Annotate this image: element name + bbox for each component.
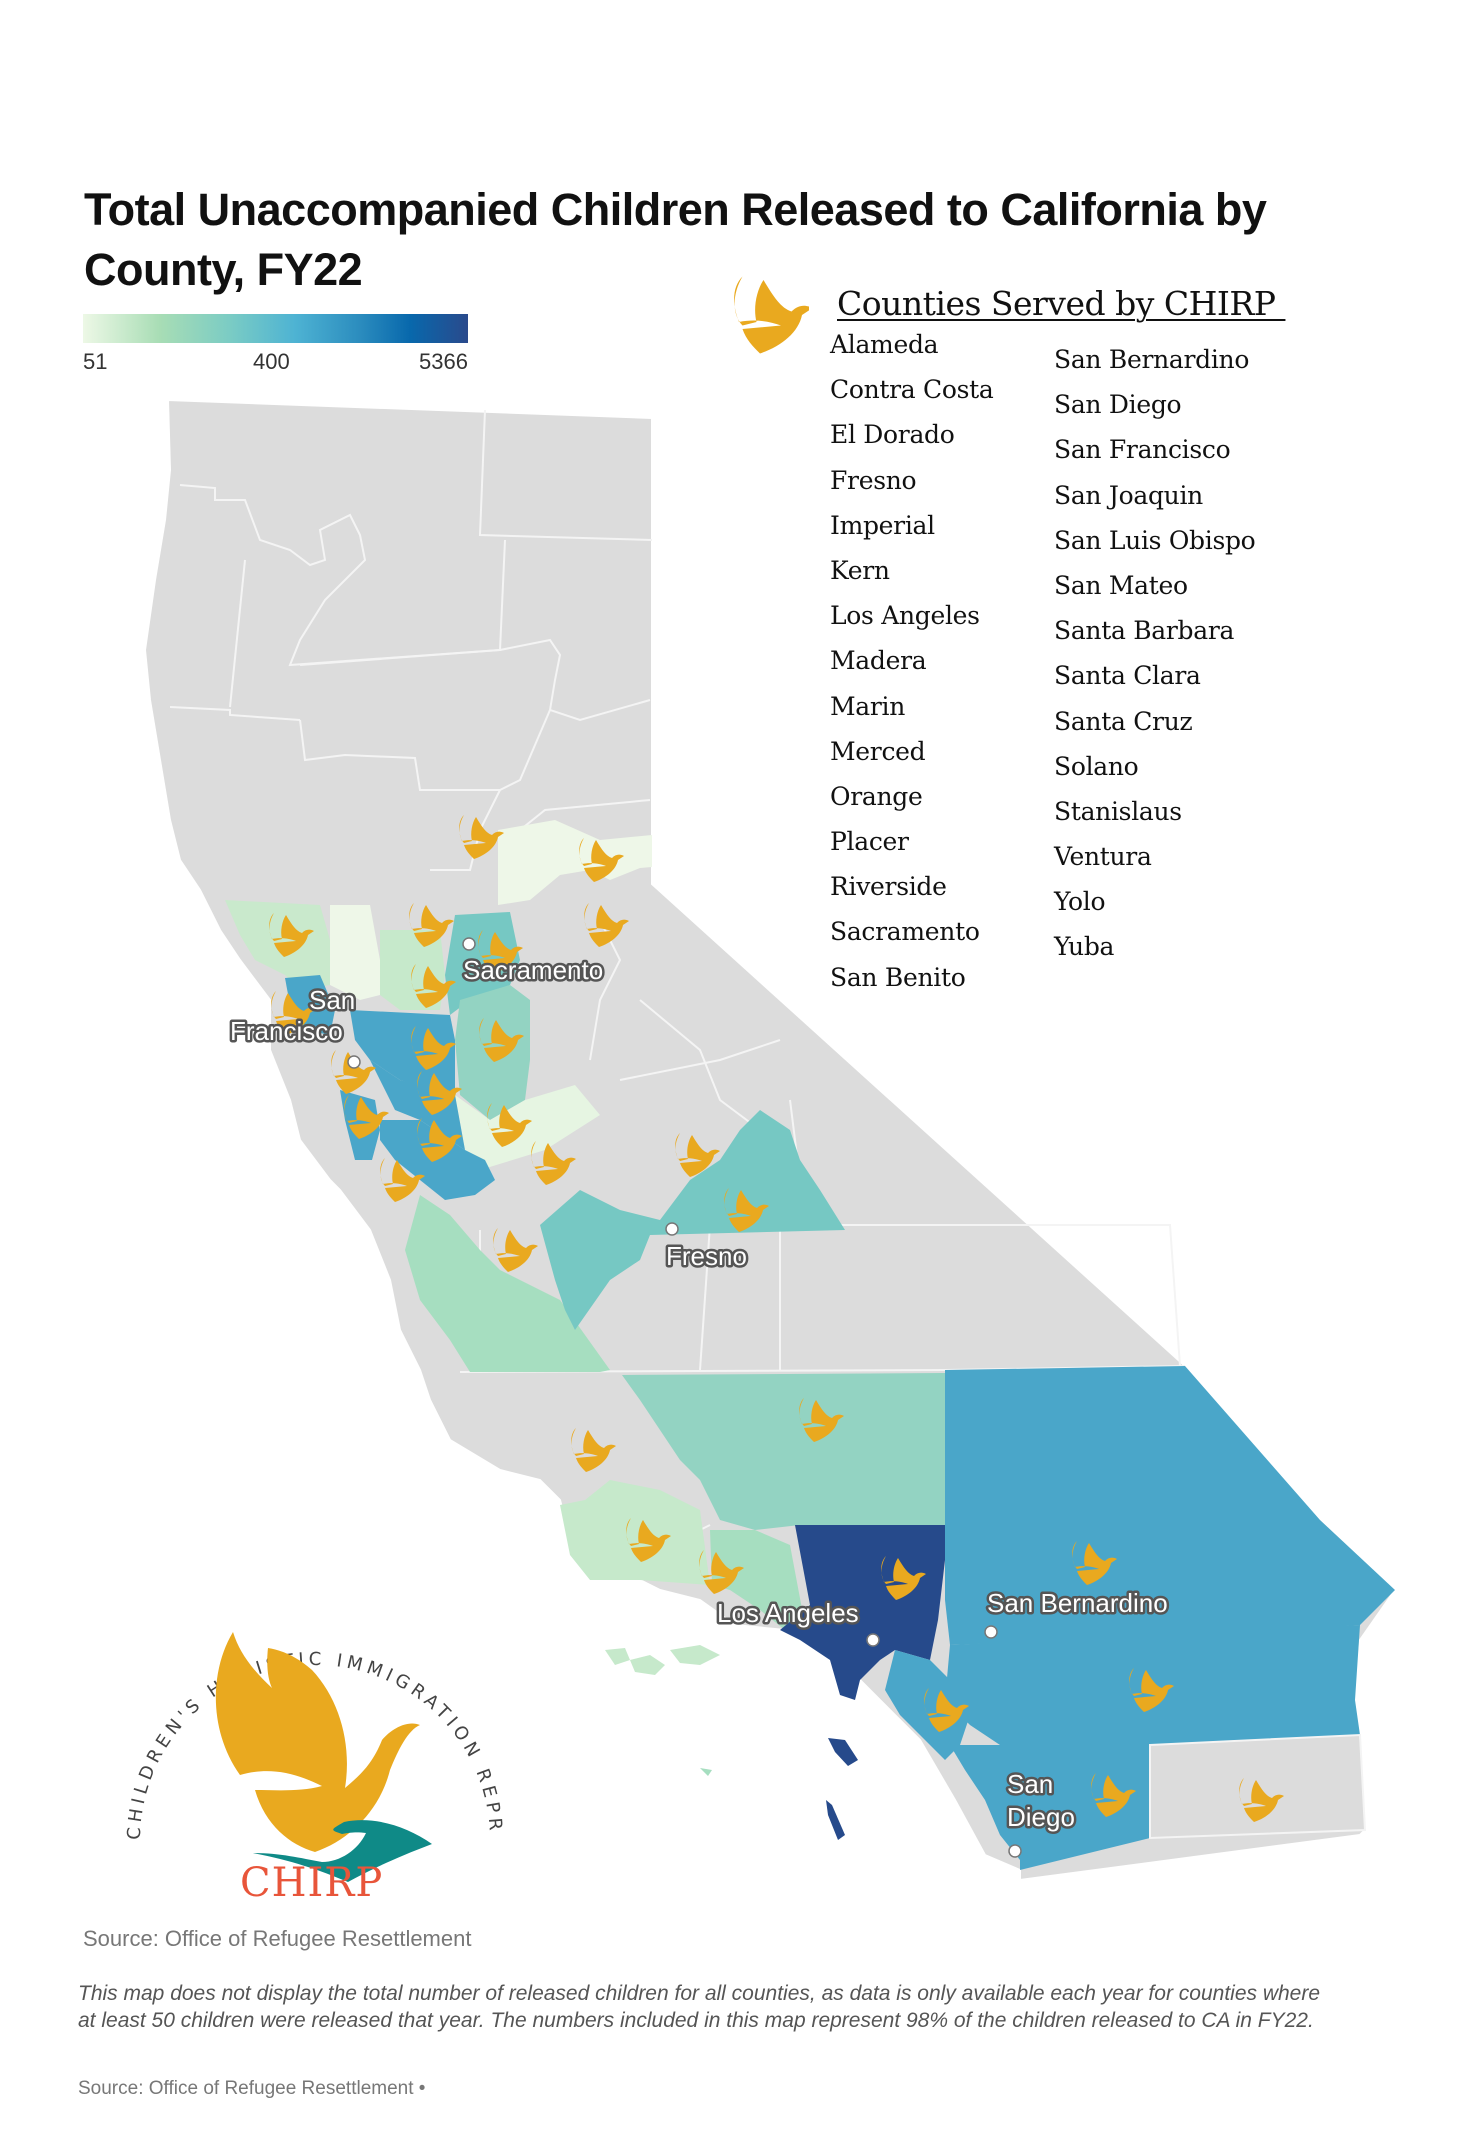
dove-icon (734, 276, 809, 354)
county-fresno (540, 1110, 845, 1330)
county-ventura (710, 1530, 805, 1630)
city-label-sacramento: Sacramento (463, 955, 603, 985)
county-item: Santa Cruz (1054, 706, 1193, 736)
counties-column-1: Alameda Contra Costa El Dorado Fresno Im… (830, 322, 994, 1000)
county-item: Madera (830, 646, 927, 676)
city-label-san-bernardino: San Bernardino (987, 1588, 1168, 1618)
chirp-logo-wordmark: CHIRP (240, 1860, 384, 1906)
county-item: Alameda (830, 330, 939, 359)
county-santa-clara (380, 1120, 495, 1200)
county-sacramento (445, 912, 520, 1015)
city-label-san-francisco-line1: San (309, 985, 355, 1015)
county-marin (285, 975, 335, 1035)
county-item: Contra Costa (830, 375, 994, 405)
counties-served-title: Counties Served by CHIRP (837, 284, 1286, 323)
county-item: Solano (1054, 751, 1139, 781)
county-nevada-placer (498, 820, 652, 905)
county-san-diego (950, 1745, 1150, 1870)
county-item: San Mateo (1054, 570, 1188, 600)
county-item: San Benito (830, 962, 966, 992)
county-item: Placer (830, 827, 909, 857)
county-item: Orange (830, 781, 923, 811)
chirp-logo: CHILDREN'S HOLISTIC IMMIGRATION REPRESEN… (90, 1540, 502, 1882)
county-item: Kern (830, 555, 890, 585)
county-item: Stanislaus (1054, 796, 1182, 826)
legend-mid-label: 400 (253, 349, 290, 374)
county-monterey (405, 1195, 610, 1372)
county-item: Merced (830, 736, 926, 766)
city-label-san-diego-line2: Diego (1007, 1802, 1075, 1832)
county-item: Yuba (1054, 932, 1115, 962)
county-item: Ventura (1054, 842, 1152, 872)
county-santa-barbara (560, 1480, 710, 1585)
county-item: Santa Clara (1054, 661, 1201, 691)
county-item: Riverside (830, 872, 947, 902)
legend-gradient-bar (83, 314, 468, 343)
logo-dove-icon (215, 1632, 420, 1852)
methodology-note: This map does not display the total numb… (78, 1982, 1321, 2032)
county-item: Yolo (1054, 887, 1106, 917)
county-item: Marin (830, 691, 906, 721)
county-item: San Luis Obispo (1054, 525, 1256, 555)
county-item: San Diego (1054, 390, 1182, 420)
county-kern (622, 1373, 945, 1530)
county-san-bernardino (945, 1366, 1395, 1645)
legend-max-label: 5366 (419, 349, 468, 374)
county-item: San Francisco (1054, 435, 1231, 465)
counties-column-2: San Bernardino San Diego San Francisco S… (1054, 337, 1256, 970)
city-label-san-francisco-line2: Francisco (230, 1016, 343, 1046)
county-item: Sacramento (830, 917, 980, 947)
city-markers (347, 937, 1022, 1858)
county-alameda (370, 1060, 465, 1150)
city-label-fresno: Fresno (666, 1241, 747, 1271)
page-title: Total Unaccompanied Children Released to… (84, 184, 1267, 295)
county-item: San Joaquin (1054, 480, 1203, 510)
logo-hand-icon (253, 1820, 432, 1882)
county-item: Santa Barbara (1054, 616, 1235, 646)
county-stanislaus (455, 1085, 600, 1170)
county-item: San Bernardino (1054, 345, 1250, 374)
county-item: Fresno (830, 465, 917, 495)
city-label-san-diego-line1: San (1007, 1769, 1053, 1799)
color-legend: 51 400 5366 (83, 314, 468, 374)
county-item: Los Angeles (830, 601, 980, 631)
source-label: Source: Office of Refugee Resettlement (83, 1926, 472, 1951)
county-item: El Dorado (830, 420, 955, 450)
footer-source-label: Source: Office of Refugee Resettlement • (78, 2078, 426, 2099)
legend-min-label: 51 (83, 349, 108, 374)
county-orange (885, 1650, 975, 1760)
county-napa (330, 905, 380, 1000)
channel-islands (605, 1645, 858, 1840)
city-label-los-angeles: Los Angeles (717, 1598, 859, 1628)
county-item: Imperial (830, 510, 935, 540)
